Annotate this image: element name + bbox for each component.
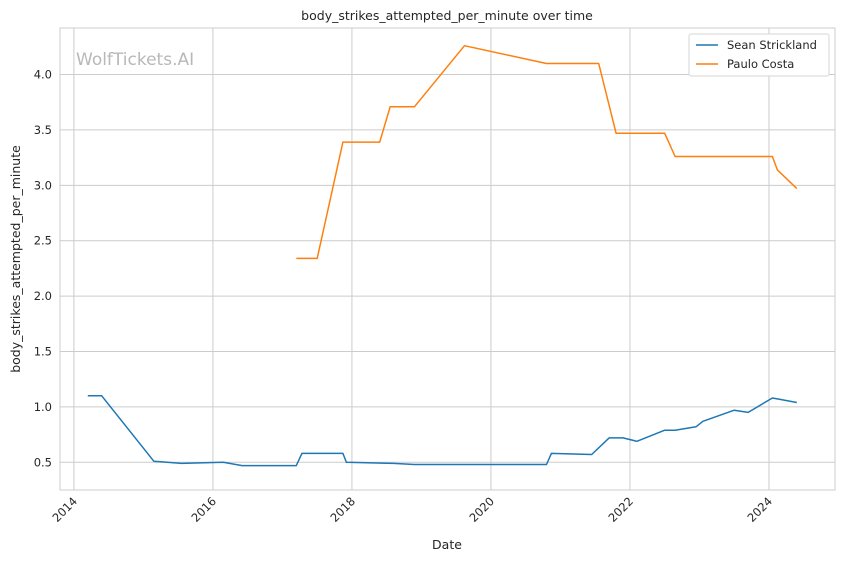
x-tick-label: 2018 [327,494,358,525]
y-tick-label: 3.5 [34,123,52,137]
x-tick-label: 2022 [605,494,636,525]
y-tick-label: 2.5 [34,234,52,248]
watermark-text: WolfTickets.AI [76,50,194,70]
legend-label-sean-strickland: Sean Strickland [727,38,817,52]
series-line-paulo-costa [296,44,798,260]
y-tick-label: 0.5 [34,455,52,469]
y-tick-label: 4.0 [34,68,52,82]
series-lines [87,44,798,467]
plot-area [60,28,835,490]
plot-frame [59,27,836,491]
x-tick-labels: 2014 2016 2018 2020 2022 2024 [49,494,775,525]
x-tick-label: 2020 [466,494,497,525]
x-tick-label: 2014 [49,494,80,525]
series-line-sean-strickland [87,395,797,467]
legend-box [688,33,830,77]
y-tick-label: 1.0 [34,400,52,414]
y-tick-label: 2.0 [34,289,52,303]
y-tick-label: 1.5 [34,345,52,359]
x-tick-label: 2024 [744,494,775,525]
legend-label-paulo-costa: Paulo Costa [727,57,794,71]
x-axis-label: Date [432,537,462,552]
y-tick-label: 3.0 [34,178,52,192]
x-tick-label: 2016 [188,494,219,525]
y-axis-label: body_strikes_attempted_per_minute [8,145,23,373]
y-tick-labels: 0.5 1.0 1.5 2.0 2.5 3.0 3.5 4.0 [34,68,52,470]
legend: Sean Strickland Paulo Costa [688,33,830,77]
chart-title: body_strikes_attempted_per_minute over t… [301,8,593,23]
